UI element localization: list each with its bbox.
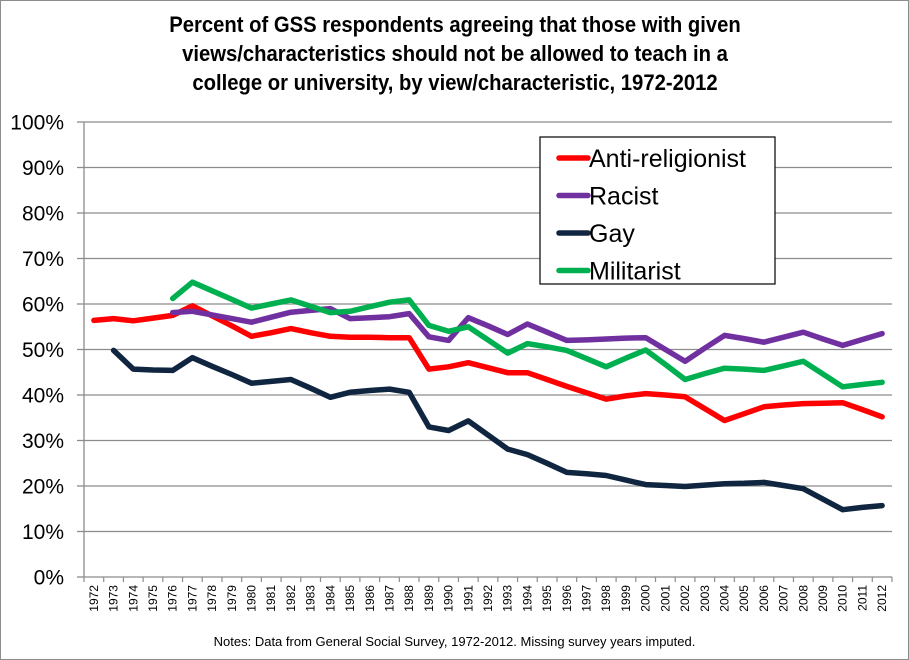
x-tick-label: 1989 (422, 585, 436, 612)
y-tick-label: 40% (22, 385, 64, 408)
y-tick-label: 50% (22, 339, 64, 362)
x-tick-label: 2012 (875, 585, 889, 612)
legend: Anti-religionist Racist Gay Militarist (539, 136, 776, 286)
x-tick-label: 1982 (284, 585, 298, 612)
x-axis-tick-labels: 1972 1973 1974 1975 1976 1977 1978 1979 1980 1981… (87, 585, 889, 612)
y-tick-label: 90% (22, 157, 64, 180)
x-tick-label: 1990 (442, 585, 456, 612)
x-tick-label: 1979 (225, 585, 239, 612)
x-tick-label: 1975 (146, 585, 160, 612)
x-tick-label: 1980 (245, 585, 259, 612)
legend-label: Racist (589, 183, 659, 211)
legend-label: Gay (589, 220, 635, 248)
x-tick-label: 1976 (166, 585, 180, 612)
x-tick-label: 2004 (717, 585, 731, 612)
x-tick-label: 1978 (205, 585, 219, 612)
x-tick-label: 1988 (402, 585, 416, 612)
series-line-anti-religionist (91, 303, 885, 424)
x-tick-label: 1992 (481, 585, 495, 612)
x-tick-label: 2011 (855, 585, 869, 611)
series-line-racist (169, 305, 885, 365)
y-tick-label: 80% (22, 203, 64, 226)
x-tick-label: 2007 (777, 585, 791, 612)
x-tick-label: 1996 (560, 585, 574, 612)
x-tick-label: 1995 (540, 585, 554, 612)
x-tick-label: 1994 (520, 585, 534, 612)
chart-title-line-3: college or university, by view/character… (192, 70, 718, 95)
y-tick-label: 0% (34, 567, 64, 590)
series-line-gay (110, 347, 885, 513)
x-tick-label: 1972 (87, 585, 101, 612)
x-tick-label: 1999 (619, 585, 633, 612)
x-tick-label: 1993 (501, 585, 515, 612)
x-tick-label: 2009 (816, 585, 830, 612)
y-tick-label: 70% (22, 248, 64, 271)
x-tick-label: 2000 (639, 585, 653, 612)
x-tick-label: 2001 (658, 585, 672, 612)
x-tick-label: 1977 (185, 585, 199, 612)
x-tick-label: 1981 (264, 585, 278, 612)
x-tick-label: 1973 (107, 585, 121, 612)
y-tick-label: 10% (22, 521, 64, 544)
x-tick-label: 1986 (363, 585, 377, 612)
legend-label: Militarist (589, 258, 681, 286)
chart-title-line-1: Percent of GSS respondents agreeing that… (169, 12, 741, 37)
chart-title-line-2: views/characteristics should not be allo… (182, 41, 728, 66)
x-tick-label: 1991 (461, 585, 475, 612)
x-tick-label: 1985 (343, 585, 357, 612)
y-tick-label: 20% (22, 476, 64, 499)
axes (77, 121, 893, 582)
y-axis-tick-labels: 0% 10% 20% 30% 40% 50% 60% 70% 80% 90% 100% (10, 112, 64, 590)
series-lines (91, 279, 885, 513)
x-tick-label: 2010 (836, 585, 850, 612)
legend-box (539, 136, 776, 285)
x-tick-label: 2003 (698, 585, 712, 612)
x-tick-label: 1974 (126, 585, 140, 612)
y-tick-label: 60% (22, 294, 64, 317)
y-tick-label: 100% (10, 112, 64, 135)
y-tick-label: 30% (22, 430, 64, 453)
x-tick-label: 1983 (304, 585, 318, 612)
x-tick-label: 1987 (382, 585, 396, 612)
legend-label: Anti-religionist (589, 145, 746, 173)
x-tick-label: 1997 (580, 585, 594, 612)
chart-note: Notes: Data from General Social Survey, … (213, 634, 696, 649)
x-tick-label: 2008 (796, 585, 810, 612)
x-tick-label: 2006 (757, 585, 771, 612)
chart-title: Percent of GSS respondents agreeing that… (100, 10, 811, 97)
x-tick-label: 1984 (323, 585, 337, 612)
x-tick-label: 1998 (599, 585, 613, 612)
x-tick-label: 2002 (678, 585, 692, 612)
series-line-militarist (169, 279, 885, 390)
x-tick-label: 2005 (737, 585, 751, 612)
